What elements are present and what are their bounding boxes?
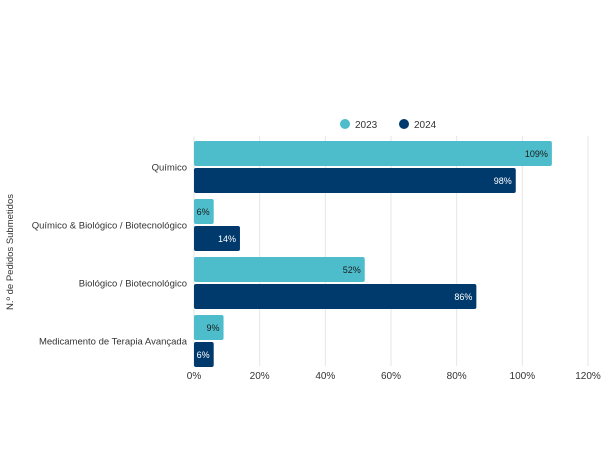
data-label: 14% [218,234,236,244]
data-label: 52% [343,265,361,275]
bars: 109% 98% 6% 14% 52% 86% 9% 6% [194,141,552,367]
x-tick-label: 80% [447,371,467,382]
legend-marker [399,119,409,129]
legend-marker [340,119,350,129]
legend-label: 2024 [414,120,437,131]
x-axis-ticks: 0% 20% 40% 60% 80% 100% 120% [187,371,601,382]
bar-2023 [194,257,365,282]
y-axis-title: N.º de Pedidos Submetidos [5,194,16,310]
x-tick-label: 0% [187,371,202,382]
data-label: 109% [525,149,548,159]
x-tick-label: 40% [315,371,335,382]
category-label: Químico & Biológico / Biotecnológico [32,221,187,232]
bar-2024 [194,284,477,309]
x-tick-label: 120% [575,371,601,382]
bar-2023 [194,141,552,166]
bar-2024 [194,226,240,251]
category-label: Biológico / Biotecnológico [79,279,187,290]
bar-2023 [194,199,214,224]
x-tick-label: 100% [510,371,536,382]
legend-label: 2023 [355,120,378,131]
bar-2024 [194,168,516,193]
data-label: 9% [207,323,220,333]
bar-2024 [194,342,214,367]
data-label: 86% [454,292,472,302]
data-label: 6% [197,207,210,217]
category-label: Medicamento de Terapia Avançada [39,337,188,348]
category-labels: Químico Químico & Biológico / Biotecnológ… [32,163,188,348]
x-tick-label: 60% [381,371,401,382]
x-tick-label: 20% [250,371,270,382]
legend: 2023 2024 [340,119,437,131]
bar-2023 [194,315,224,340]
category-label: Químico [152,163,187,174]
data-label: 98% [494,176,512,186]
data-label: 6% [197,350,210,360]
